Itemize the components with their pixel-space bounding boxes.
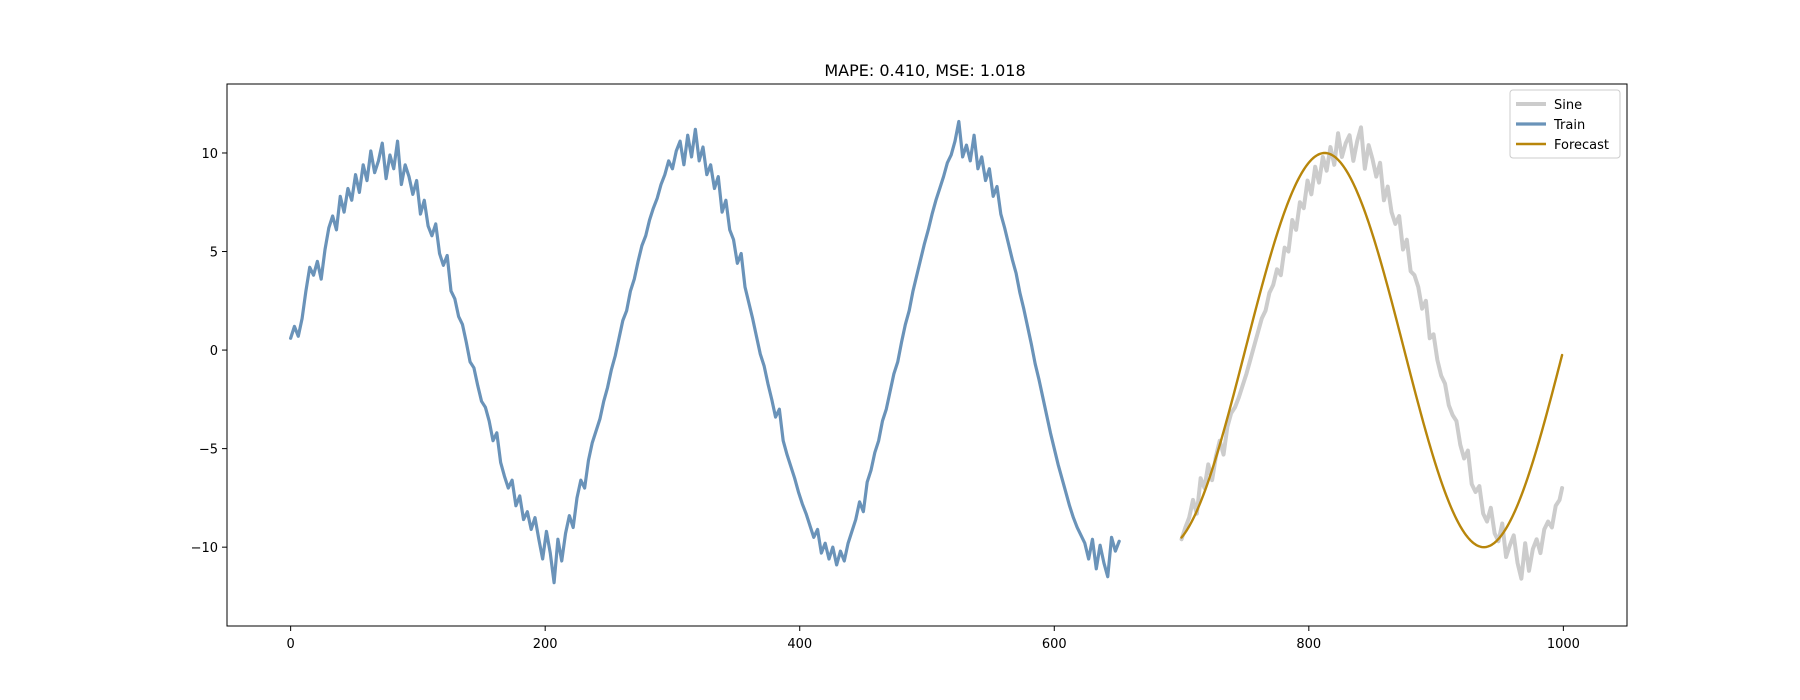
x-tick-label: 600 bbox=[1042, 637, 1067, 652]
series-line-train bbox=[289, 119, 1121, 585]
y-tick-label: 5 bbox=[210, 246, 218, 261]
x-tick-label: 0 bbox=[286, 637, 294, 652]
plot-area bbox=[289, 119, 1565, 585]
x-tick-label: 1000 bbox=[1547, 637, 1580, 652]
x-tick-label: 800 bbox=[1296, 637, 1321, 652]
y-tick-label: −5 bbox=[199, 443, 218, 458]
plot-frame bbox=[226, 83, 1628, 627]
chart-title: MAPE: 0.410, MSE: 1.018 bbox=[824, 61, 1025, 80]
series-line-forecast bbox=[1180, 151, 1564, 549]
y-tick-label: −10 bbox=[191, 541, 218, 556]
series-line-sine bbox=[1179, 125, 1565, 581]
legend-label-forecast: Forecast bbox=[1554, 138, 1609, 153]
y-axis: 10 5 0 −5 −10 bbox=[191, 147, 227, 556]
legend-label-sine: Sine bbox=[1554, 98, 1582, 113]
x-tick-label: 400 bbox=[787, 637, 812, 652]
x-tick-label: 200 bbox=[533, 637, 558, 652]
y-tick-label: 10 bbox=[201, 147, 218, 162]
x-axis: 0 200 400 600 800 1000 bbox=[286, 626, 1580, 652]
y-tick-label: 0 bbox=[210, 344, 218, 359]
legend-label-train: Train bbox=[1553, 118, 1585, 133]
legend-box bbox=[1509, 89, 1621, 159]
legend: Sine Train Forecast bbox=[1509, 89, 1621, 159]
